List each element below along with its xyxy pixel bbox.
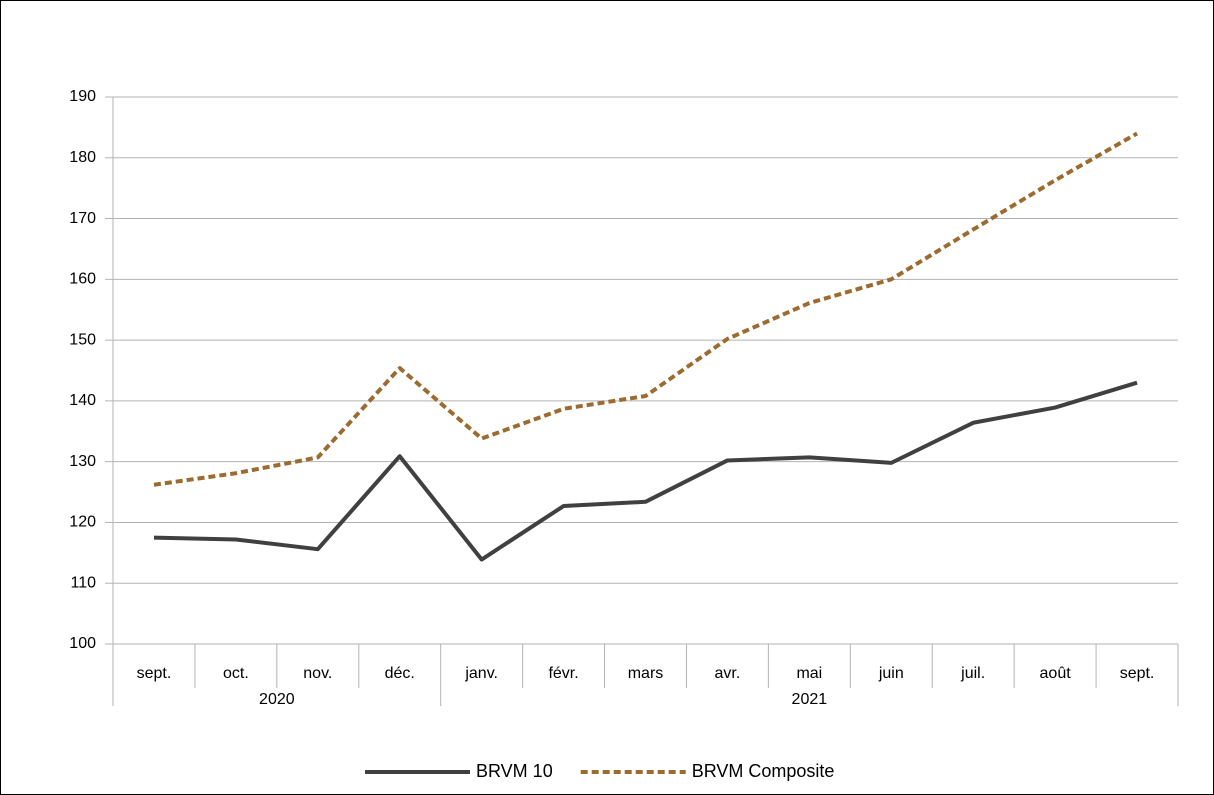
x-tick-label: mai — [796, 665, 822, 682]
y-tick-label: 170 — [69, 210, 96, 227]
y-tick-label: 120 — [69, 514, 96, 531]
x-tick-label: nov. — [303, 665, 332, 682]
x-tick-label: juin — [878, 665, 904, 682]
x-tick-label: sept. — [137, 665, 172, 682]
y-tick-label: 180 — [69, 149, 96, 166]
x-tick-label: oct. — [223, 665, 249, 682]
x-tick-label: janv. — [464, 665, 498, 682]
x-tick-label: juil. — [960, 665, 985, 682]
y-tick-label: 100 — [69, 635, 96, 652]
y-tick-label: 150 — [69, 331, 96, 348]
x-tick-label: août — [1040, 665, 1072, 682]
x-tick-label: mars — [628, 665, 664, 682]
legend-label: BRVM Composite — [692, 761, 835, 781]
x-tick-label: sept. — [1120, 665, 1155, 682]
x-tick-label: févr. — [548, 665, 578, 682]
group-label: 2020 — [259, 691, 295, 708]
series-line — [153, 380, 1138, 562]
x-tick-label: déc. — [385, 665, 415, 682]
x-tick-label: avr. — [715, 665, 741, 682]
y-tick-label: 190 — [69, 88, 96, 105]
series-line — [153, 131, 1139, 487]
y-tick-label: 130 — [69, 453, 96, 470]
y-tick-label: 160 — [69, 271, 96, 288]
group-label: 2021 — [792, 691, 828, 708]
legend-label: BRVM 10 — [476, 761, 553, 781]
y-tick-label: 140 — [69, 392, 96, 409]
y-tick-label: 110 — [70, 574, 96, 591]
